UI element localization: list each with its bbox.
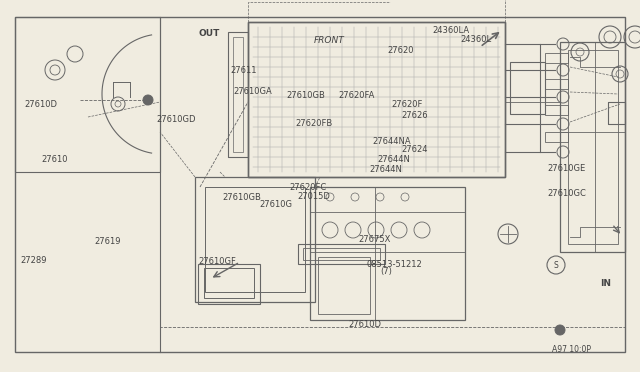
Text: 27610D: 27610D xyxy=(24,100,58,109)
Text: 27620FC: 27620FC xyxy=(289,183,326,192)
Text: 27644N: 27644N xyxy=(369,165,402,174)
Text: 27610GF: 27610GF xyxy=(198,257,236,266)
Circle shape xyxy=(143,95,153,105)
Text: 27015D: 27015D xyxy=(298,192,330,201)
Text: 27619: 27619 xyxy=(95,237,121,246)
Bar xyxy=(248,22,505,177)
Text: (7): (7) xyxy=(380,267,392,276)
Bar xyxy=(560,42,625,252)
Text: 27620FB: 27620FB xyxy=(296,119,333,128)
Text: 27620F: 27620F xyxy=(392,100,423,109)
Text: A97 10:0P: A97 10:0P xyxy=(552,345,591,354)
Text: 27644N: 27644N xyxy=(378,155,410,164)
Bar xyxy=(545,53,568,63)
Text: IN: IN xyxy=(600,279,611,288)
Text: 27610GB: 27610GB xyxy=(223,193,262,202)
Bar xyxy=(545,132,568,142)
Text: 27620FA: 27620FA xyxy=(338,92,374,100)
Bar xyxy=(228,32,248,157)
Bar xyxy=(195,177,315,302)
Bar xyxy=(233,37,243,152)
Bar xyxy=(303,248,380,260)
Text: OUT: OUT xyxy=(198,29,220,38)
Bar xyxy=(198,264,260,304)
Bar xyxy=(298,244,385,264)
Bar xyxy=(318,257,370,314)
Text: 27626: 27626 xyxy=(401,111,428,120)
Text: 27610GC: 27610GC xyxy=(547,189,586,198)
Bar xyxy=(310,187,465,320)
Bar xyxy=(608,102,625,124)
Bar xyxy=(510,62,545,114)
Bar xyxy=(204,268,254,298)
Bar xyxy=(545,79,568,89)
Text: 24360L: 24360L xyxy=(461,35,492,44)
Text: FRONT: FRONT xyxy=(314,36,344,45)
Text: 27610GE: 27610GE xyxy=(547,164,586,173)
Text: 27610GA: 27610GA xyxy=(234,87,273,96)
Text: 27610GB: 27610GB xyxy=(287,92,326,100)
Text: 27611: 27611 xyxy=(230,66,257,75)
Text: 27610: 27610 xyxy=(42,155,68,164)
Text: 27610G: 27610G xyxy=(260,200,293,209)
Text: 27675X: 27675X xyxy=(358,235,391,244)
Bar xyxy=(15,17,160,172)
Text: 27610GD: 27610GD xyxy=(157,115,196,124)
Text: 27610D: 27610D xyxy=(349,320,382,329)
Bar xyxy=(205,187,305,292)
Bar xyxy=(568,50,618,244)
Text: 08513-51212: 08513-51212 xyxy=(366,260,422,269)
Text: 24360LA: 24360LA xyxy=(432,26,469,35)
Text: 27624: 27624 xyxy=(401,145,428,154)
Circle shape xyxy=(555,325,565,335)
Bar xyxy=(545,105,568,115)
Text: 27620: 27620 xyxy=(387,46,413,55)
Bar xyxy=(248,22,505,177)
Text: 27289: 27289 xyxy=(20,256,47,265)
Text: 27644NA: 27644NA xyxy=(372,137,411,146)
Text: S: S xyxy=(554,260,558,269)
